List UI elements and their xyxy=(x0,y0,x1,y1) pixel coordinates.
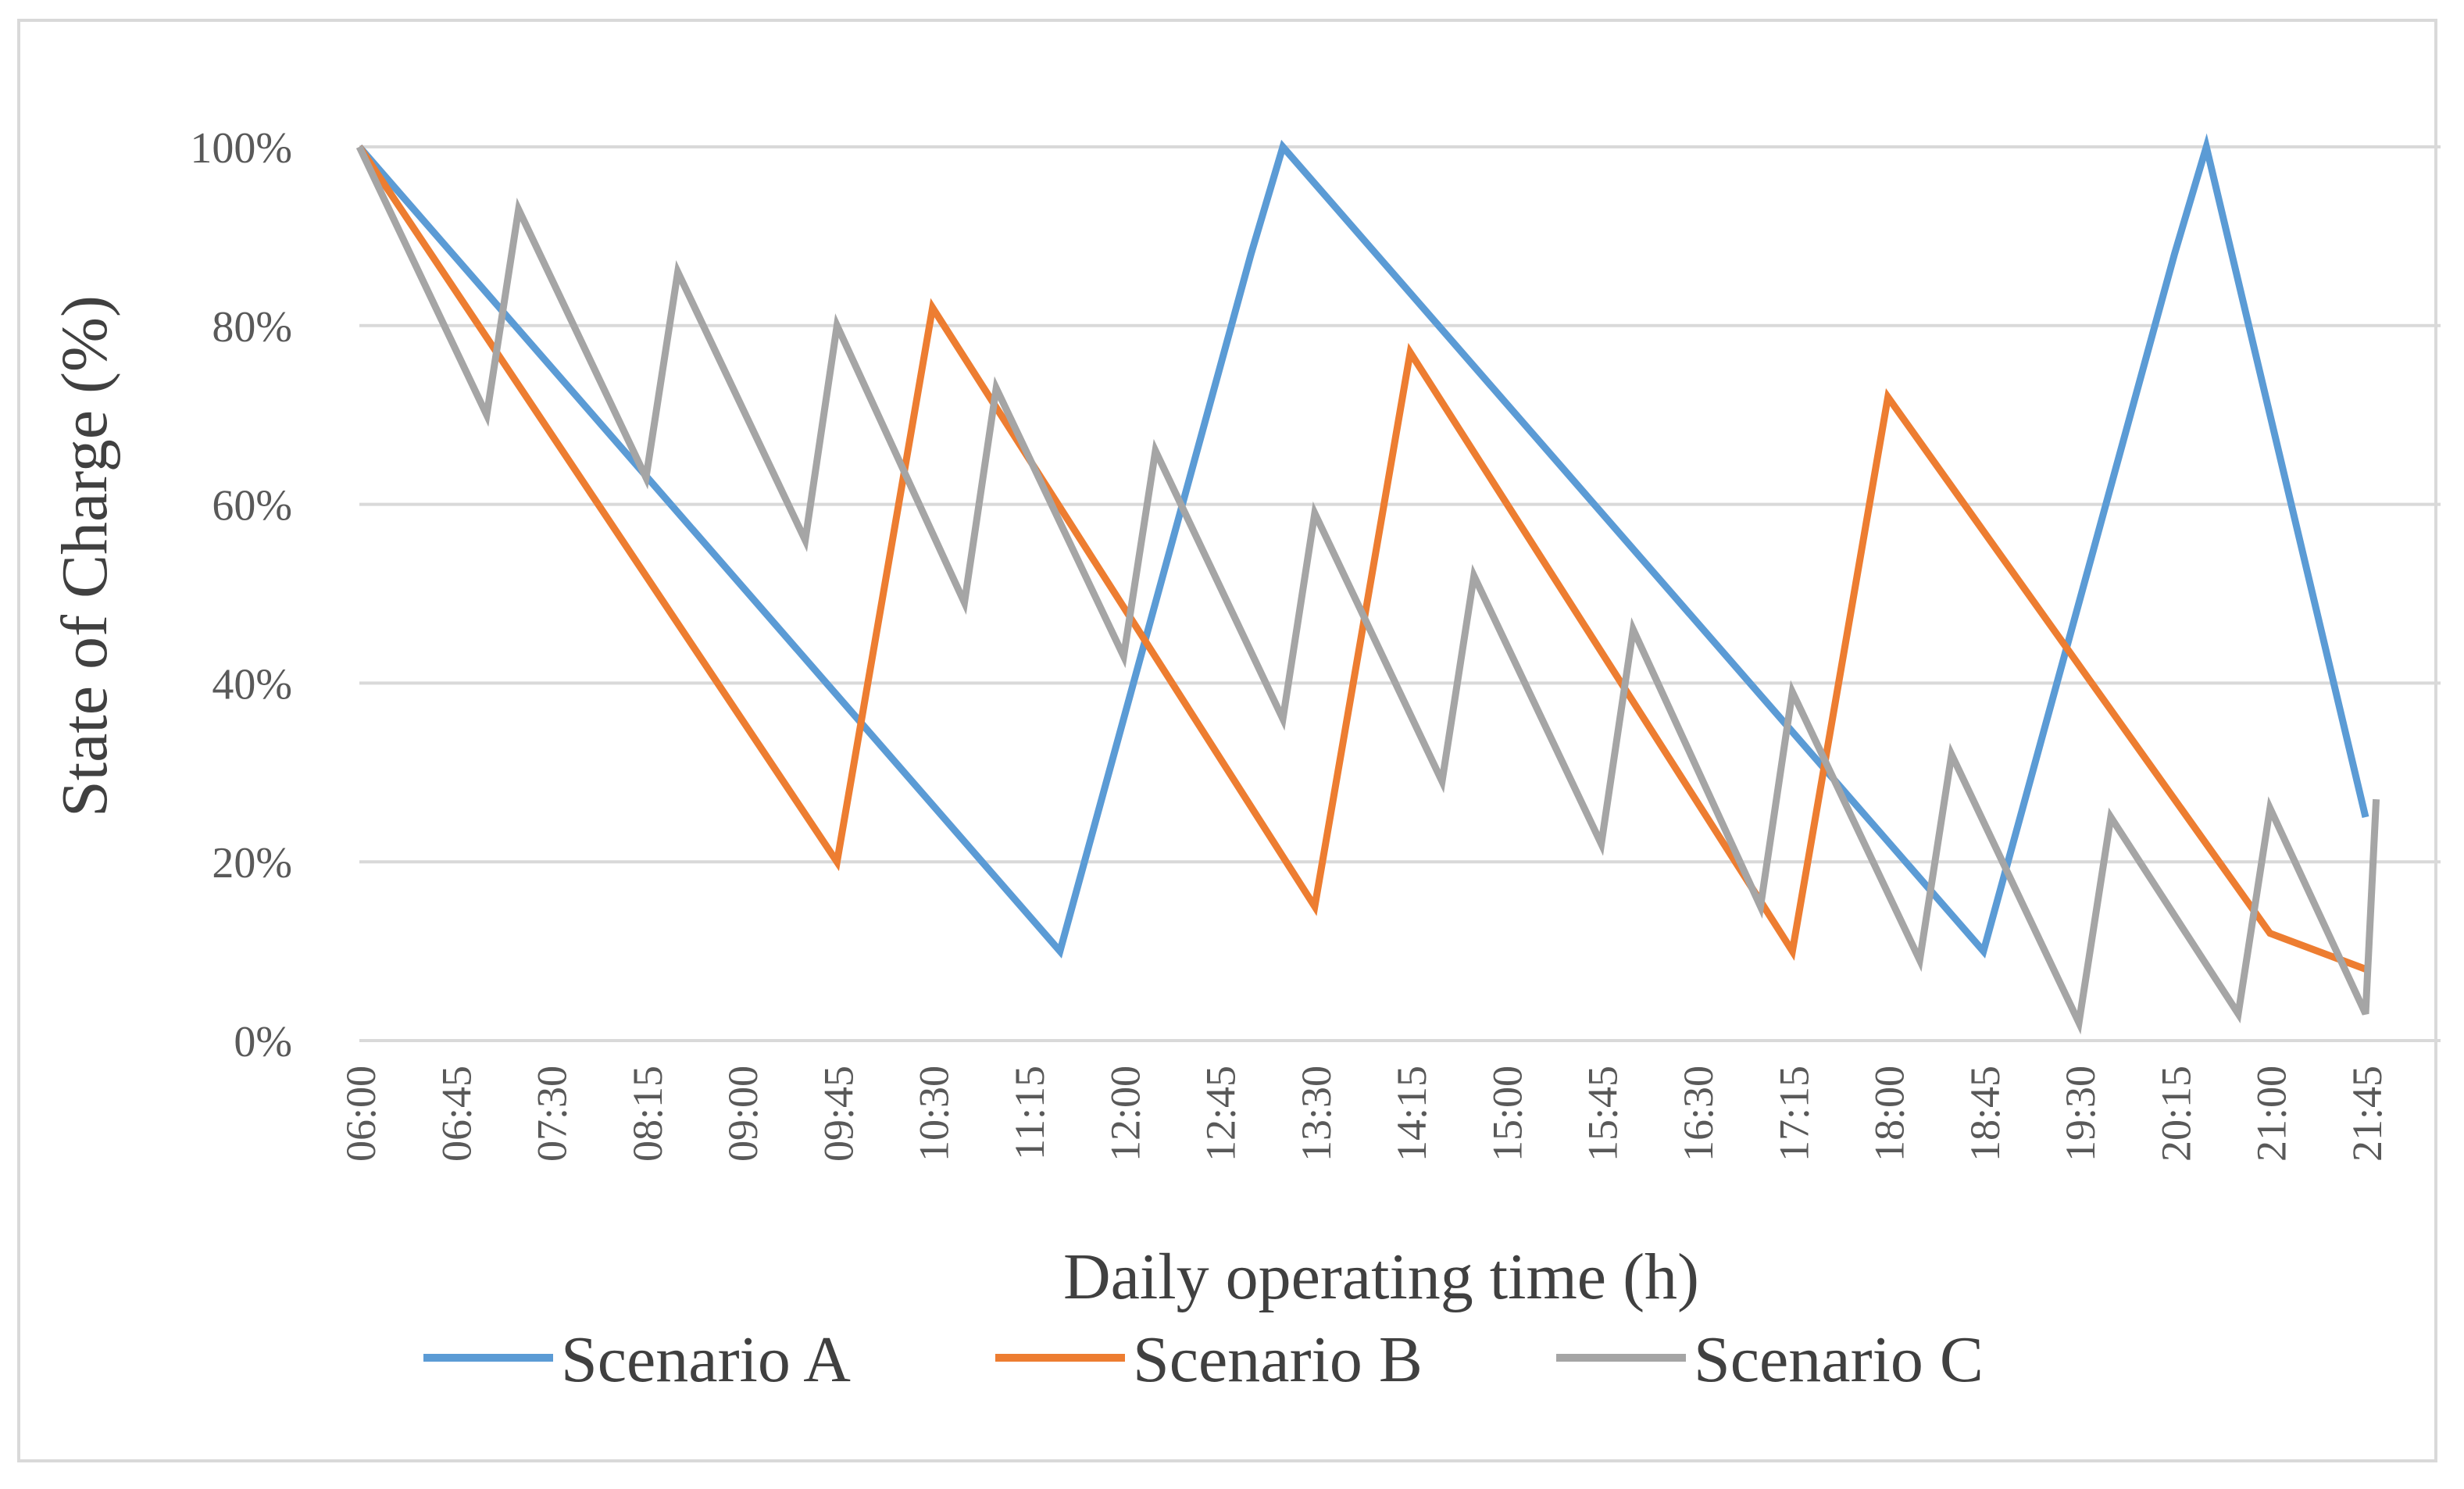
x-axis-title: Daily operating time (h) xyxy=(1063,1241,1699,1313)
x-tick-label: 16:30 xyxy=(1675,1066,1722,1162)
x-tick-label: 21:00 xyxy=(2248,1066,2295,1162)
x-tick-label: 12:00 xyxy=(1102,1066,1148,1162)
y-axis-title: State of Charge (%) xyxy=(48,295,121,817)
x-tick-label: 09:00 xyxy=(720,1066,766,1162)
x-tick-label: 15:00 xyxy=(1484,1066,1530,1162)
x-tick-label: 10:30 xyxy=(911,1066,958,1162)
x-tick-label: 14:15 xyxy=(1388,1066,1435,1162)
x-tick-label: 15:45 xyxy=(1580,1066,1627,1162)
x-tick-label: 12:45 xyxy=(1198,1066,1244,1162)
y-tick-label: 20% xyxy=(212,839,292,887)
x-axis-ticks: 06:00 06:45 07:30 08:15 09:00 09:45 10:30 11:15… xyxy=(337,1066,2391,1162)
line-chart: 0%20%40%60%80%100% 06:00 06:45 07:30 08:15 0… xyxy=(48,124,2441,1396)
series-line-scenario-b xyxy=(356,145,2367,973)
x-tick-label: 06:45 xyxy=(433,1066,480,1162)
y-tick-label: 0% xyxy=(234,1018,292,1066)
x-tick-label: 18:45 xyxy=(1962,1066,2009,1162)
x-tick-label: 18:00 xyxy=(1866,1066,1913,1162)
y-tick-label: 80% xyxy=(212,303,292,352)
legend: Scenario A Scenario B Scenario C xyxy=(423,1323,1984,1396)
x-tick-label: 19:30 xyxy=(2057,1066,2104,1162)
y-tick-label: 60% xyxy=(212,482,292,530)
x-tick-label: 17:15 xyxy=(1770,1066,1817,1162)
x-tick-label: 13:30 xyxy=(1293,1066,1340,1162)
x-tick-label: 21:45 xyxy=(2344,1066,2391,1162)
series-lines xyxy=(355,133,2380,1035)
x-tick-label: 11:15 xyxy=(1006,1066,1053,1160)
series-line-scenario-a xyxy=(356,133,2369,959)
chart-frame: 0% 20% 40% 60% 80% 100% 06:00 06:45 07:30 08:15 0… xyxy=(17,19,2441,1462)
x-tick-label: 07:30 xyxy=(529,1066,576,1162)
y-tick-label: 100% xyxy=(190,124,292,173)
legend-label: Scenario C xyxy=(1694,1323,1984,1396)
x-tick-label: 09:45 xyxy=(815,1066,862,1162)
x-tick-label: 20:15 xyxy=(2152,1066,2199,1162)
legend-label: Scenario A xyxy=(561,1323,851,1396)
legend-label: Scenario B xyxy=(1133,1323,1423,1396)
x-tick-label: 08:15 xyxy=(624,1066,671,1162)
series-line-scenario-c xyxy=(355,145,2380,1035)
y-tick-label: 40% xyxy=(212,660,292,709)
x-tick-label: 06:00 xyxy=(337,1066,384,1162)
y-axis-ticks: 0% 20% 40% 60% 80% 100% xyxy=(190,124,292,1066)
